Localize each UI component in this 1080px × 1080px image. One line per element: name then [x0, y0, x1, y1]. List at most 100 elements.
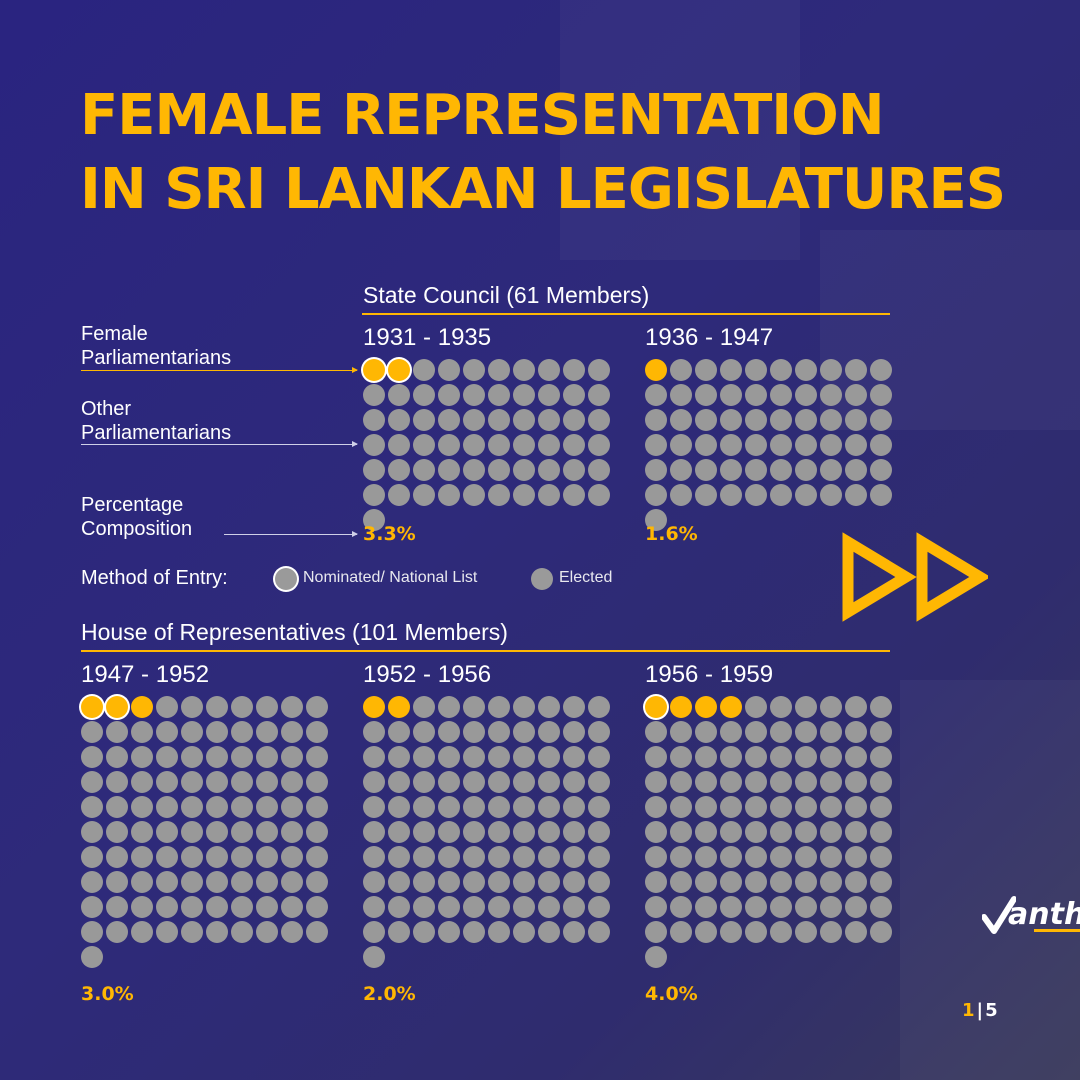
- house-of-representatives-title: House of Representatives (101 Members): [81, 619, 508, 645]
- other-member-dot: [306, 721, 328, 743]
- other-member-dot: [363, 384, 385, 406]
- other-member-dot: [745, 459, 767, 481]
- other-member-dot: [231, 771, 253, 793]
- other-member-dot: [463, 771, 485, 793]
- other-member-dot: [181, 821, 203, 843]
- other-member-dot: [513, 846, 535, 868]
- other-member-dot: [745, 896, 767, 918]
- other-member-dot: [513, 384, 535, 406]
- other-member-dot: [588, 696, 610, 718]
- other-member-dot: [538, 484, 560, 506]
- other-member-dot: [281, 746, 303, 768]
- other-member-dot: [820, 871, 842, 893]
- other-member-dot: [306, 846, 328, 868]
- other-member-dot: [363, 796, 385, 818]
- other-member-dot: [206, 921, 228, 943]
- other-member-dot: [181, 771, 203, 793]
- other-member-dot: [795, 359, 817, 381]
- other-member-dot: [795, 871, 817, 893]
- other-member-dot: [206, 746, 228, 768]
- other-member-dot: [645, 746, 667, 768]
- other-member-dot: [363, 409, 385, 431]
- other-member-dot: [670, 921, 692, 943]
- other-member-dot: [845, 871, 867, 893]
- other-member-dot: [388, 746, 410, 768]
- other-member-dot: [306, 746, 328, 768]
- other-member-dot: [231, 696, 253, 718]
- other-member-dot: [206, 771, 228, 793]
- other-member-dot: [206, 821, 228, 843]
- female-member-dot: [363, 696, 385, 718]
- other-member-dot: [81, 896, 103, 918]
- period-label: 1956 - 1959: [645, 661, 774, 688]
- other-member-dot: [413, 746, 435, 768]
- other-member-dot: [438, 359, 460, 381]
- other-member-dot: [588, 359, 610, 381]
- other-member-dot: [695, 846, 717, 868]
- other-member-dot: [81, 746, 103, 768]
- other-member-dot: [645, 946, 667, 968]
- other-member-dot: [81, 721, 103, 743]
- other-member-dot: [488, 384, 510, 406]
- other-member-dot: [820, 846, 842, 868]
- other-member-dot: [795, 721, 817, 743]
- other-member-dot: [306, 771, 328, 793]
- other-member-dot: [870, 384, 892, 406]
- other-member-dot: [645, 896, 667, 918]
- other-member-dot: [538, 409, 560, 431]
- other-member-dot: [206, 871, 228, 893]
- other-member-dot: [81, 946, 103, 968]
- other-member-dot: [695, 746, 717, 768]
- other-member-dot: [870, 359, 892, 381]
- other-member-dot: [720, 384, 742, 406]
- other-member-dot: [181, 696, 203, 718]
- other-member-dot: [695, 871, 717, 893]
- female-parliamentarians-label: Female Parliamentarians: [81, 323, 232, 369]
- legend-nominated-label: Nominated/ National List: [303, 569, 478, 586]
- other-member-dot: [745, 746, 767, 768]
- other-member-dot: [795, 484, 817, 506]
- other-member-dot: [870, 409, 892, 431]
- other-member-dot: [538, 696, 560, 718]
- other-member-dot: [513, 459, 535, 481]
- other-member-dot: [588, 796, 610, 818]
- other-member-dot: [513, 821, 535, 843]
- other-member-dot: [156, 796, 178, 818]
- other-member-dot: [281, 796, 303, 818]
- percentage-value: 2.0%: [363, 983, 416, 1005]
- other-member-dot: [845, 846, 867, 868]
- other-member-dot: [720, 409, 742, 431]
- other-member-dot: [106, 746, 128, 768]
- other-member-dot: [256, 846, 278, 868]
- other-member-dot: [256, 896, 278, 918]
- other-member-dot: [645, 721, 667, 743]
- other-member-dot: [563, 721, 585, 743]
- other-member-dot: [413, 896, 435, 918]
- other-member-dot: [363, 484, 385, 506]
- other-member-dot: [463, 796, 485, 818]
- other-member-dot: [488, 696, 510, 718]
- other-member-dot: [463, 721, 485, 743]
- other-member-dot: [538, 796, 560, 818]
- manthri-logo: anth: [982, 895, 1080, 935]
- other-member-dot: [870, 771, 892, 793]
- other-member-dot: [231, 921, 253, 943]
- female-member-dot: [388, 359, 410, 381]
- other-member-dot: [538, 746, 560, 768]
- other-member-dot: [438, 409, 460, 431]
- percentage-value: 1.6%: [645, 523, 698, 545]
- other-member-dot: [645, 871, 667, 893]
- other-member-dot: [670, 896, 692, 918]
- other-member-dot: [81, 871, 103, 893]
- other-member-dot: [870, 484, 892, 506]
- other-member-dot: [181, 871, 203, 893]
- other-member-dot: [156, 871, 178, 893]
- female-member-dot: [106, 696, 128, 718]
- other-member-dot: [870, 746, 892, 768]
- other-member-dot: [488, 484, 510, 506]
- other-member-dot: [463, 921, 485, 943]
- other-member-dot: [745, 696, 767, 718]
- other-member-dot: [670, 409, 692, 431]
- other-member-dot: [538, 896, 560, 918]
- other-member-dot: [106, 871, 128, 893]
